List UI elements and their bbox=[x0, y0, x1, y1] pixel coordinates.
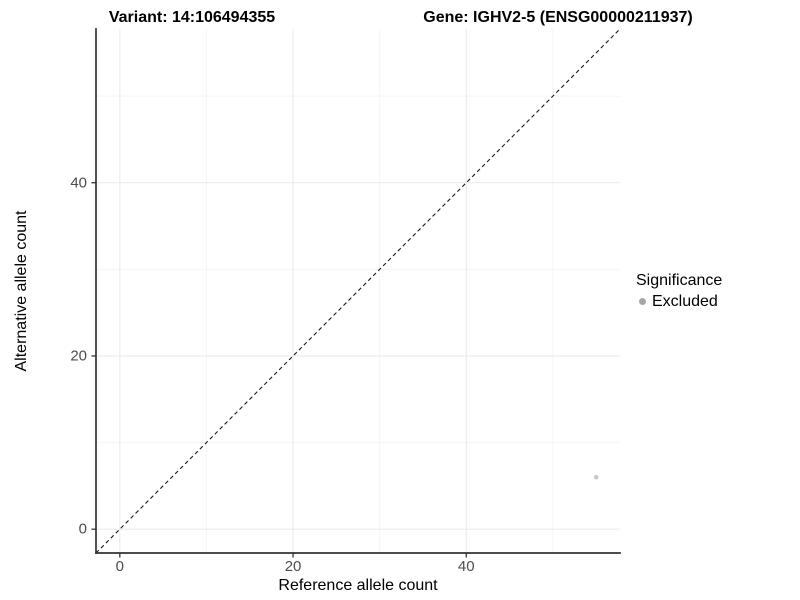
plot-area-svg bbox=[91, 28, 621, 558]
plot-title-gene: Gene: IGHV2-5 (ENSG00000211937) bbox=[423, 9, 693, 26]
x-axis-title: Reference allele count bbox=[278, 577, 438, 594]
y-axis-tick-label: 40 bbox=[70, 174, 87, 192]
x-axis-tick-label: 40 bbox=[457, 558, 475, 575]
data-point bbox=[593, 474, 599, 480]
legend-item-excluded: Excluded bbox=[636, 292, 722, 311]
legend-item-label: Excluded bbox=[652, 293, 718, 310]
x-axis-tick-label: 20 bbox=[284, 558, 302, 575]
legend-key-circle-icon bbox=[639, 298, 646, 305]
x-axis-tick-label: 0 bbox=[115, 558, 124, 575]
identity-dashed-line bbox=[95, 28, 621, 554]
legend: Significance Excluded bbox=[636, 271, 722, 311]
legend-title: Significance bbox=[636, 272, 723, 289]
y-axis-tick-label: 20 bbox=[70, 347, 87, 365]
plot-panel bbox=[91, 28, 621, 558]
plot-title-variant: Variant: 14:106494355 bbox=[108, 9, 276, 26]
y-axis-tick-label: 0 bbox=[78, 520, 87, 538]
y-axis-title: Alternative allele count bbox=[13, 210, 30, 372]
